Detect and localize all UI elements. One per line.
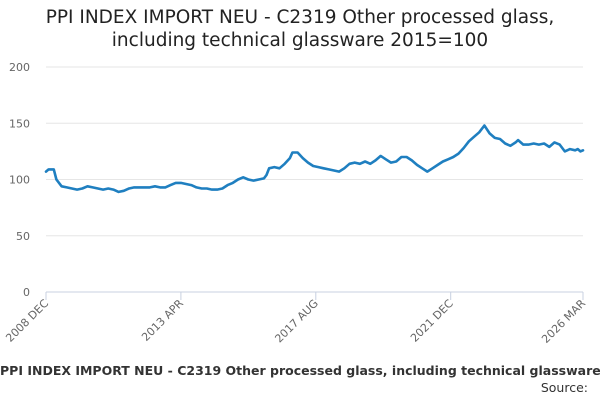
- chart-title-line-1: PPI INDEX IMPORT NEU - C2319 Other proce…: [45, 7, 555, 28]
- y-tick-label-0: 0: [23, 286, 30, 299]
- x-tick-label-0: 2008 DEC: [3, 297, 51, 345]
- source-label: Source:: [540, 380, 588, 395]
- x-tick-label-3: 2021 DEC: [408, 297, 456, 345]
- y-tick-label-150: 150: [9, 117, 30, 130]
- x-tick-label-2: 2017 AUG: [272, 297, 321, 346]
- y-tick-label-50: 50: [16, 230, 30, 243]
- chart-title-line-2: including technical glassware 2015=100: [111, 30, 489, 51]
- gridlines: [46, 66, 583, 237]
- series-layer: [44, 124, 585, 194]
- y-tick-label-200: 200: [9, 61, 30, 74]
- y-tick-label-100: 100: [9, 174, 30, 187]
- chart-title: PPI INDEX IMPORT NEU - C2319 Other proce…: [0, 6, 600, 52]
- x-tick-label-1: 2013 APR: [139, 297, 186, 344]
- y-axis-tick-labels: 0 50 100 150 200: [9, 61, 30, 299]
- line-chart: 0 50 100 150 200 2008 DEC 2013 APR 2017 AUG 202…: [3, 61, 588, 346]
- legend-caption: PPI INDEX IMPORT NEU - C2319 Other proce…: [0, 363, 600, 378]
- x-axis: 2008 DEC 2013 APR 2017 AUG 2021 DEC 2026 MAR: [3, 291, 588, 346]
- series-line-0: [44, 124, 585, 194]
- x-tick-label-4: 2026 MAR: [539, 297, 588, 346]
